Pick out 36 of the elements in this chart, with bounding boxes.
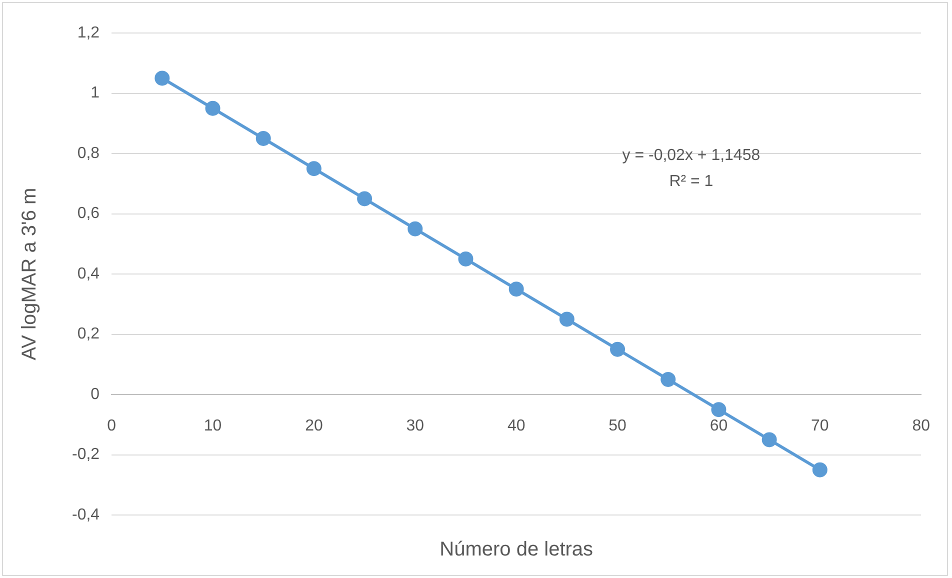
point (256, 130, 271, 146)
y-tick-label: -0,2 (72, 446, 100, 464)
point (408, 221, 423, 236)
x-tick-label: 60 (710, 418, 728, 435)
y-tick-label: -0,4 (72, 506, 100, 524)
y-tick-label: 0,4 (77, 265, 100, 282)
point (559, 312, 574, 327)
point (205, 100, 220, 116)
y-tick-label: 0 (90, 386, 100, 403)
x-tick-label: 10 (204, 418, 222, 435)
y-axis-title: AV logMAR a 3'6 m (18, 188, 41, 360)
annotation: R² = 1 (669, 172, 714, 190)
point (458, 251, 474, 266)
x-tick-label: 30 (406, 418, 424, 435)
y-tick-label: 0,6 (77, 205, 100, 222)
x-axis-title: Número de letras (440, 538, 594, 561)
point (610, 342, 626, 357)
point (357, 191, 372, 206)
y-tick-label: 0,8 (77, 144, 100, 162)
x-tick-label: 80 (912, 418, 930, 435)
annotation: y = -0,02x + 1,1458 (622, 146, 760, 164)
x-tick-label: 50 (608, 418, 627, 435)
point (762, 432, 777, 448)
y-tick-label: 1,2 (77, 24, 100, 42)
point (660, 372, 676, 387)
point (711, 402, 726, 418)
point (508, 282, 524, 297)
x-tick-label: 20 (305, 418, 323, 435)
point (154, 70, 170, 86)
y-tick-label: 0,2 (77, 326, 100, 343)
x-tick-label: 40 (507, 418, 526, 435)
y-tick-label: 1 (90, 84, 100, 102)
x-tick-label: 70 (811, 418, 829, 435)
point (812, 462, 828, 478)
x-tick-label: 0 (107, 418, 116, 435)
point (306, 161, 322, 176)
